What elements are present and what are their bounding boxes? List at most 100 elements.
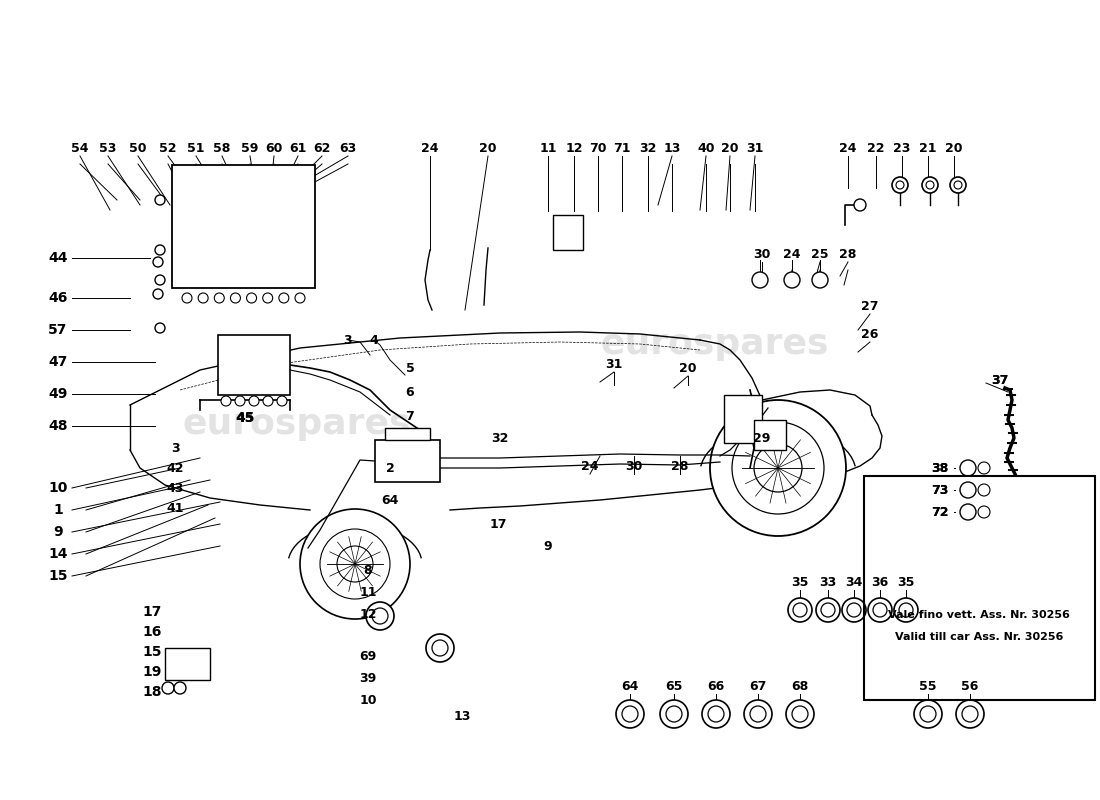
Text: 59: 59: [241, 142, 258, 154]
Circle shape: [155, 323, 165, 333]
Circle shape: [162, 682, 174, 694]
Text: 45: 45: [235, 411, 255, 425]
Text: 46: 46: [48, 291, 68, 305]
Text: 37: 37: [991, 374, 1009, 386]
Text: 61: 61: [289, 142, 307, 154]
Circle shape: [263, 396, 273, 406]
Text: 49: 49: [48, 387, 68, 401]
Text: 65: 65: [666, 679, 683, 693]
Circle shape: [962, 706, 978, 722]
Circle shape: [788, 598, 812, 622]
Text: 72: 72: [932, 506, 948, 518]
Circle shape: [155, 275, 165, 285]
Circle shape: [702, 700, 730, 728]
Circle shape: [732, 422, 824, 514]
Circle shape: [960, 482, 976, 498]
Text: 20: 20: [722, 142, 739, 154]
Circle shape: [744, 700, 772, 728]
Text: 51: 51: [187, 142, 205, 154]
Text: 21: 21: [920, 142, 937, 154]
Text: 32: 32: [492, 431, 508, 445]
Text: 54: 54: [72, 142, 89, 154]
Text: 30: 30: [754, 247, 771, 261]
Circle shape: [894, 598, 918, 622]
Bar: [754, 420, 786, 450]
Text: 23: 23: [893, 142, 911, 154]
Circle shape: [978, 462, 990, 474]
Circle shape: [155, 245, 165, 255]
Text: 24: 24: [581, 459, 598, 473]
Bar: [165, 648, 210, 680]
Circle shape: [854, 199, 866, 211]
Text: 58: 58: [213, 142, 231, 154]
Circle shape: [666, 706, 682, 722]
Text: 28: 28: [671, 459, 689, 473]
Text: 3: 3: [170, 442, 179, 454]
Text: 9: 9: [53, 525, 63, 539]
Text: eurospares: eurospares: [183, 407, 411, 441]
Circle shape: [821, 603, 835, 617]
Text: 37: 37: [991, 374, 1009, 386]
Text: 20: 20: [945, 142, 962, 154]
Circle shape: [978, 506, 990, 518]
Text: 52: 52: [160, 142, 177, 154]
Circle shape: [198, 293, 208, 303]
Text: 67: 67: [749, 679, 767, 693]
Text: 24: 24: [421, 142, 439, 154]
Circle shape: [784, 272, 800, 288]
Text: 42: 42: [166, 462, 184, 474]
Text: 24: 24: [783, 247, 801, 261]
Circle shape: [366, 602, 394, 630]
Circle shape: [920, 706, 936, 722]
Text: 73: 73: [932, 483, 948, 497]
Circle shape: [320, 529, 390, 599]
Text: 24: 24: [839, 142, 857, 154]
Text: 64: 64: [382, 494, 398, 506]
Circle shape: [754, 444, 802, 492]
Circle shape: [214, 293, 224, 303]
Text: 73: 73: [932, 483, 948, 497]
Circle shape: [337, 546, 373, 582]
Circle shape: [372, 608, 388, 624]
Text: 35: 35: [791, 575, 808, 589]
Text: 26: 26: [861, 327, 879, 341]
Text: 43: 43: [166, 482, 184, 494]
Text: 38: 38: [932, 462, 948, 474]
Text: 20: 20: [480, 142, 497, 154]
Text: 50: 50: [130, 142, 146, 154]
Bar: [385, 428, 430, 440]
Circle shape: [750, 706, 766, 722]
Circle shape: [660, 700, 688, 728]
Circle shape: [922, 177, 938, 193]
Circle shape: [926, 181, 934, 189]
Text: 17: 17: [490, 518, 507, 530]
Circle shape: [708, 706, 724, 722]
Bar: [218, 335, 290, 395]
Text: 47: 47: [48, 355, 68, 369]
Circle shape: [792, 706, 808, 722]
Text: 28: 28: [839, 247, 857, 261]
Text: 10: 10: [48, 481, 68, 495]
Circle shape: [950, 177, 966, 193]
Text: 55: 55: [920, 679, 937, 693]
Circle shape: [153, 289, 163, 299]
Text: 66: 66: [707, 679, 725, 693]
Text: 25: 25: [812, 247, 828, 261]
Text: 30: 30: [625, 459, 642, 473]
Circle shape: [873, 603, 887, 617]
Text: 63: 63: [340, 142, 356, 154]
Text: 20: 20: [680, 362, 696, 374]
Circle shape: [432, 640, 448, 656]
Text: 7: 7: [406, 410, 415, 422]
Circle shape: [978, 484, 990, 496]
Circle shape: [960, 504, 976, 520]
Text: 69: 69: [360, 650, 376, 662]
Text: 9: 9: [543, 539, 552, 553]
Text: 13: 13: [453, 710, 471, 722]
Circle shape: [249, 396, 258, 406]
Circle shape: [793, 603, 807, 617]
Text: 60: 60: [265, 142, 283, 154]
Circle shape: [235, 396, 245, 406]
Text: 13: 13: [663, 142, 681, 154]
Text: 68: 68: [791, 679, 808, 693]
